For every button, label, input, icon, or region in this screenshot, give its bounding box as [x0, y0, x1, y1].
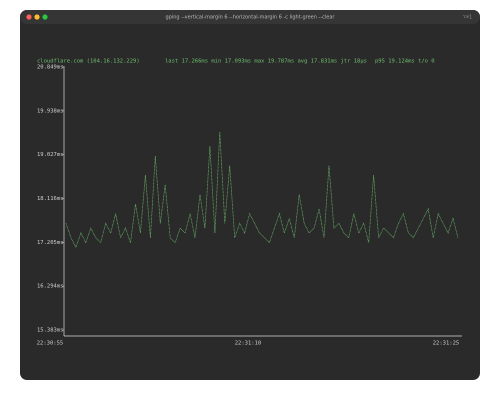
window-shortcut: ⌥⌘1 — [463, 15, 472, 21]
window-title: gping --vertical-margin 6 --horizontal-m… — [166, 15, 336, 21]
y-tick-label: 16.294ms — [37, 284, 64, 290]
y-tick-label: 18.116ms — [37, 196, 64, 202]
terminal-window — [20, 10, 480, 380]
y-tick-label: 19.938ms — [37, 108, 64, 114]
close-button[interactable] — [26, 14, 32, 20]
stats: last 17.266ms min 17.093ms max 19.787ms … — [165, 59, 367, 65]
stats-extra: p95 19.124ms t/o 0 — [375, 59, 435, 65]
y-tick-label: 19.027ms — [37, 152, 64, 158]
zoom-button[interactable] — [42, 14, 48, 20]
y-tick-label: 17.205ms — [37, 240, 64, 246]
minimize-button[interactable] — [34, 14, 40, 20]
x-tick-label: 22:31:10 — [235, 341, 262, 347]
y-tick-label: 20.849ms — [37, 65, 64, 71]
x-tick-label: 22:30:55 — [37, 341, 64, 347]
title-bar — [20, 10, 480, 24]
latency-line — [65, 131, 459, 249]
y-tick-label: 15.383ms — [37, 328, 64, 334]
x-tick-label: 22:31:25 — [433, 341, 460, 347]
host-label: cloudflare.com (104.16.132.229) — [37, 59, 140, 65]
